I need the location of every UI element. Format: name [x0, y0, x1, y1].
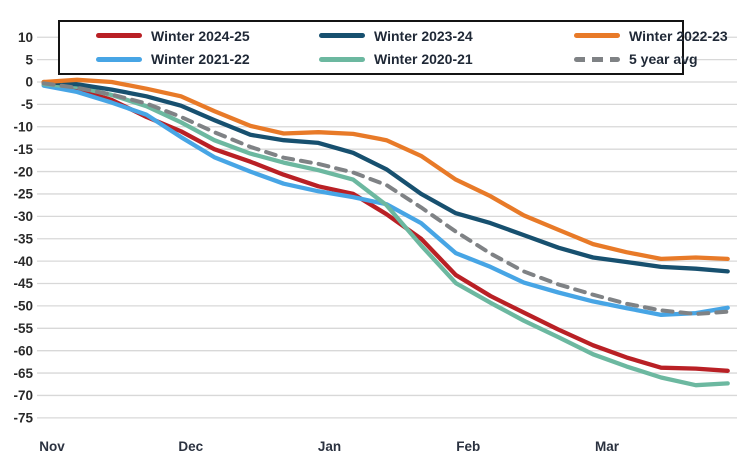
legend-item: Winter 2023-24 [319, 28, 574, 44]
y-tick-label: -70 [13, 388, 33, 403]
x-tick-label: Jan [318, 439, 341, 454]
y-tick-label: -60 [13, 343, 33, 358]
legend-swatch-line-icon [96, 33, 142, 39]
legend-item: Winter 2022-23 [574, 28, 728, 44]
series-line-winter-2020-21 [41, 82, 730, 388]
legend-label: Winter 2022-23 [629, 27, 728, 44]
y-tick-label: 5 [25, 52, 33, 67]
series-line-winter-2022-23 [41, 77, 730, 262]
series-line-winter-2021-22 [41, 83, 730, 318]
x-tick-label: Mar [595, 439, 620, 454]
legend-item: Winter 2020-21 [319, 51, 574, 67]
legend-label: Winter 2020-21 [374, 51, 473, 68]
y-tick-label: -35 [13, 231, 33, 246]
y-tick-label: 10 [18, 30, 33, 45]
legend-swatch-line-icon [319, 33, 365, 39]
legend-label: Winter 2021-22 [151, 51, 250, 68]
y-tick-label: -20 [13, 164, 33, 179]
y-tick-label: -5 [21, 97, 33, 112]
y-tick-label: -65 [13, 366, 33, 381]
y-tick-label: -10 [13, 119, 33, 134]
legend-swatch-dashed-line-icon [574, 56, 620, 62]
y-tick-label: -15 [13, 142, 33, 157]
x-tick-label: Feb [456, 439, 480, 454]
legend-item: 5 year avg [574, 51, 706, 67]
series-line-5-year-avg [41, 81, 730, 316]
y-tick-label: -30 [13, 209, 33, 224]
chart-legend: Winter 2024-25 Winter 2023-24 Winter 2022-… [58, 20, 728, 75]
x-tick-label: Nov [39, 439, 65, 454]
y-tick-label: -40 [13, 254, 33, 269]
legend-item: Winter 2024-25 [96, 28, 319, 44]
legend-label: Winter 2023-24 [374, 27, 473, 44]
y-tick-label: -25 [13, 187, 33, 202]
y-tick-label: -45 [13, 276, 33, 291]
x-tick-label: Dec [178, 439, 203, 454]
legend-swatch-line-icon [96, 56, 142, 62]
series-line-winter-2023-24 [41, 79, 730, 274]
y-tick-label: -50 [13, 299, 33, 314]
y-tick-label: -75 [13, 411, 33, 426]
y-tick-label: -55 [13, 321, 33, 336]
legend-label: Winter 2024-25 [151, 27, 250, 44]
legend-label: 5 year avg [629, 51, 698, 68]
legend-swatch-line-icon [319, 56, 365, 62]
legend-item: Winter 2021-22 [96, 51, 319, 67]
legend-swatch-line-icon [574, 33, 620, 39]
y-tick-label: 0 [25, 75, 33, 90]
